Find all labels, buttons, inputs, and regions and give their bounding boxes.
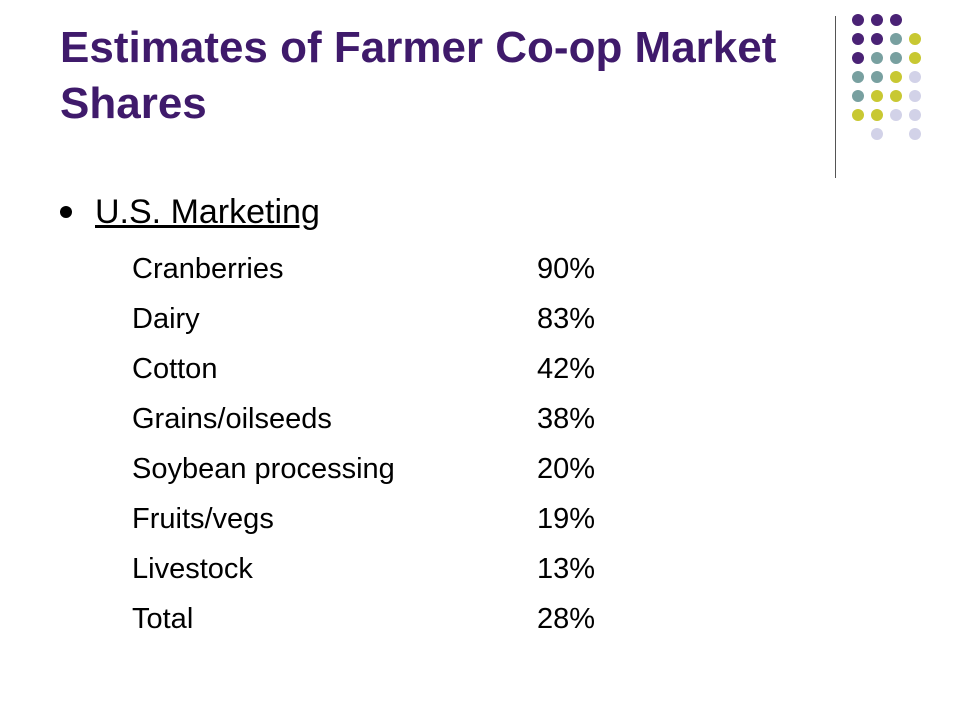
- teal-dot: [890, 33, 902, 45]
- teal-dot: [871, 52, 883, 64]
- share-row-livestock: Livestock 13%: [132, 544, 632, 594]
- share-value: 90%: [537, 253, 596, 285]
- teal-dot: [852, 71, 864, 83]
- lavender-dot: [890, 109, 902, 121]
- purple-dot: [852, 14, 864, 26]
- share-value: 38%: [537, 403, 596, 435]
- share-category: Soybean processing: [132, 453, 395, 485]
- share-row-grains-oilseeds: Grains/oilseeds 38%: [132, 394, 632, 444]
- share-category: Total: [132, 603, 194, 635]
- lavender-dot: [909, 109, 921, 121]
- teal-dot: [871, 71, 883, 83]
- share-category: Cranberries: [132, 253, 284, 285]
- purple-dot: [852, 33, 864, 45]
- share-category: Fruits/vegs: [132, 503, 274, 535]
- share-value: 13%: [537, 553, 596, 585]
- share-value: 83%: [537, 303, 596, 335]
- share-category: Grains/oilseeds: [132, 403, 332, 435]
- share-value: 20%: [537, 453, 596, 485]
- bullet-label: U.S. Marketing: [95, 193, 320, 231]
- lavender-dot: [909, 90, 921, 102]
- title-divider-line: [835, 16, 836, 178]
- slide-title: Estimates of Farmer Co-op Market Shares: [60, 23, 777, 128]
- bullet-item: U.S. Marketing: [60, 192, 320, 232]
- share-category: Dairy: [132, 303, 200, 335]
- purple-dot: [871, 33, 883, 45]
- share-value: 19%: [537, 503, 596, 535]
- bullet-icon: [60, 206, 72, 218]
- lavender-dot: [909, 71, 921, 83]
- olive-dot: [890, 71, 902, 83]
- lavender-dot: [909, 128, 921, 140]
- olive-dot: [909, 52, 921, 64]
- share-row-cranberries: Cranberries 90%: [132, 244, 632, 294]
- olive-dot: [871, 109, 883, 121]
- olive-dot: [890, 90, 902, 102]
- share-value: 42%: [537, 353, 596, 385]
- share-row-dairy: Dairy 83%: [132, 294, 632, 344]
- teal-dot: [890, 52, 902, 64]
- share-row-cotton: Cotton 42%: [132, 344, 632, 394]
- share-row-fruits-vegs: Fruits/vegs 19%: [132, 494, 632, 544]
- olive-dot: [909, 33, 921, 45]
- purple-dot: [871, 14, 883, 26]
- teal-dot: [852, 90, 864, 102]
- purple-dot: [852, 52, 864, 64]
- share-value: 28%: [537, 603, 596, 635]
- olive-dot: [852, 109, 864, 121]
- lavender-dot: [871, 128, 883, 140]
- share-category: Livestock: [132, 553, 253, 585]
- share-category: Cotton: [132, 353, 218, 385]
- olive-dot: [871, 90, 883, 102]
- share-row-total: Total 28%: [132, 594, 632, 644]
- purple-dot: [890, 14, 902, 26]
- share-row-soybean-processing: Soybean processing 20%: [132, 444, 632, 494]
